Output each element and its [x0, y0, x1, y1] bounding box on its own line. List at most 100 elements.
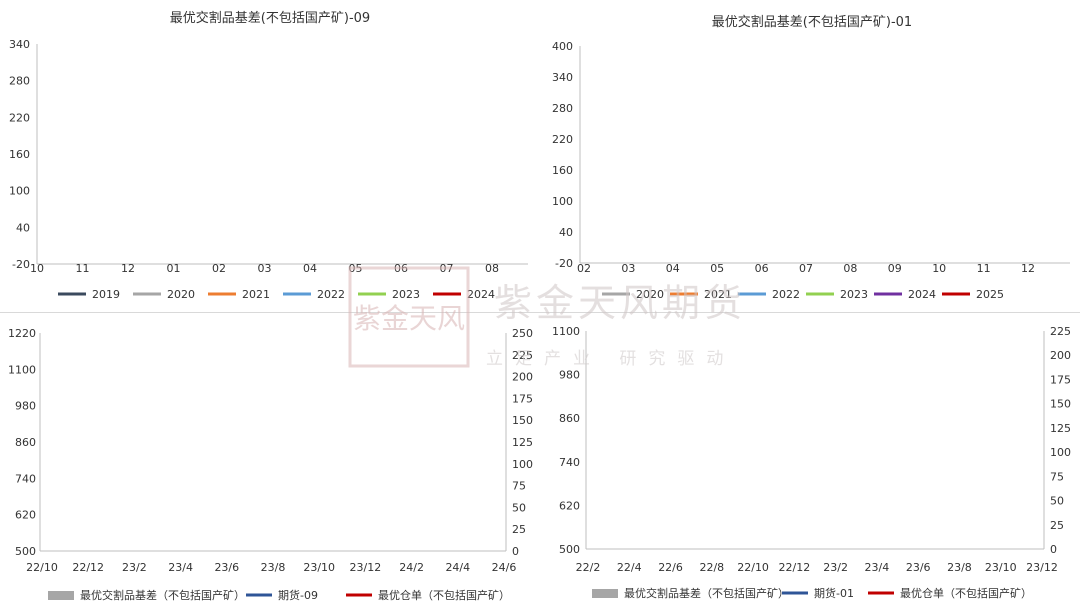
chart-bottom-right-svg: 1100980860740620500225200175150125100755… [552, 325, 1071, 600]
x-tick-label: 23/2 [823, 561, 848, 574]
legend-label: 2024 [908, 288, 936, 301]
y-tick-label: 100 [552, 195, 573, 208]
y-tick-label: 340 [9, 38, 30, 51]
y-tick-label: 25 [1050, 519, 1064, 532]
x-tick-label: 03 [258, 262, 272, 275]
y-tick-label: 175 [512, 392, 533, 405]
y-tick-label: 980 [15, 400, 36, 413]
x-tick-label: 22/8 [699, 561, 724, 574]
x-tick-label: 23/10 [303, 561, 335, 574]
y-tick-label: 25 [512, 523, 526, 536]
x-tick-label: 12 [121, 262, 135, 275]
x-tick-label: 08 [843, 262, 857, 275]
y-tick-label: 175 [1050, 373, 1071, 386]
chart-title: 最优交割品基差(不包括国产矿)-09 [170, 10, 370, 26]
x-tick-label: 24/2 [399, 561, 424, 574]
y-tick-label: 100 [9, 185, 30, 198]
x-tick-label: 07 [440, 262, 454, 275]
y-tick-label: 100 [1050, 446, 1071, 459]
legend-label: 2021 [704, 288, 732, 301]
x-tick-label: 06 [755, 262, 769, 275]
x-tick-label: 04 [666, 262, 680, 275]
y-tick-label: -20 [12, 258, 30, 271]
x-tick-label: 09 [888, 262, 902, 275]
legend-label: 最优交割品基差（不包括国产矿） [80, 588, 245, 602]
x-tick-label: 23/8 [947, 561, 972, 574]
legend-label: 2020 [636, 288, 664, 301]
x-tick-label: 02 [577, 262, 591, 275]
y-tick-label: -20 [555, 257, 573, 270]
x-tick-label: 05 [349, 262, 363, 275]
x-tick-label: 23/4 [168, 561, 193, 574]
x-tick-label: 02 [212, 262, 226, 275]
legend-label: 2020 [167, 288, 195, 301]
y-tick-label: 100 [512, 458, 533, 471]
y-tick-label: 620 [559, 499, 580, 512]
y-tick-label: 160 [552, 164, 573, 177]
y-tick-label: 220 [9, 111, 30, 124]
chart-bottom-left: 1220 1100 980 860 740 620 500 250 225 200 175 150 12… [0, 315, 540, 614]
x-tick-label: 11 [977, 262, 991, 275]
x-tick-label: 04 [303, 262, 317, 275]
y-tick-label: 50 [1050, 495, 1064, 508]
y-tick-label: 0 [512, 545, 519, 558]
x-tick-label: 22/2 [576, 561, 601, 574]
x-tick-label: 23/10 [985, 561, 1017, 574]
legend-label: 2023 [392, 288, 420, 301]
x-tick-label: 23/12 [1026, 561, 1058, 574]
y-tick-label: 125 [512, 436, 533, 449]
x-tick-label: 01 [167, 262, 181, 275]
x-tick-label: 24/4 [445, 561, 470, 574]
y-tick-label: 0 [1050, 543, 1057, 556]
legend-label: 2019 [92, 288, 120, 301]
y-tick-label: 980 [559, 369, 580, 382]
y-tick-label: 150 [512, 414, 533, 427]
x-tick-label: 06 [394, 262, 408, 275]
y-tick-label: 220 [552, 133, 573, 146]
y-tick-label: 160 [9, 148, 30, 161]
y-tick-label: 860 [559, 412, 580, 425]
chart-bottom-left-svg: 1220110098086074062050025022520017515012… [8, 327, 533, 602]
legend-label: 2023 [840, 288, 868, 301]
y-tick-label: 250 [512, 327, 533, 340]
x-tick-label: 22/6 [658, 561, 683, 574]
y-tick-label: 75 [1050, 470, 1064, 483]
chart-title: 最优交割品基差(不包括国产矿)-01 [712, 14, 912, 30]
y-tick-label: 225 [1050, 325, 1071, 338]
x-tick-label: 23/12 [350, 561, 382, 574]
x-tick-label: 10 [30, 262, 44, 275]
legend-label: 期货-01 [814, 586, 854, 600]
y-tick-label: 1100 [552, 325, 580, 338]
chart-top-left: 最优交割品基差(不包括国产矿)-09 340 280 220 160 100 40 -20 1… [0, 0, 540, 310]
x-tick-label: 23/6 [906, 561, 931, 574]
horizontal-divider [0, 312, 1080, 313]
y-tick-label: 740 [15, 472, 36, 485]
chart-top-right: 最优交割品基差(不包括国产矿)-01 400 340 280 220 160 100 40 -… [540, 0, 1080, 310]
x-tick-label: 23/2 [122, 561, 147, 574]
x-tick-label: 22/4 [617, 561, 642, 574]
x-tick-label: 11 [76, 262, 90, 275]
y-tick-label: 1220 [8, 327, 36, 340]
x-tick-label: 22/12 [72, 561, 104, 574]
y-tick-label: 40 [559, 226, 573, 239]
y-tick-label: 75 [512, 480, 526, 493]
legend-label: 2024 [467, 288, 495, 301]
x-tick-label: 23/8 [261, 561, 286, 574]
y-tick-label: 620 [15, 509, 36, 522]
x-tick-label: 22/12 [779, 561, 811, 574]
x-tick-label: 10 [932, 262, 946, 275]
y-tick-label: 40 [16, 221, 30, 234]
x-tick-label: 07 [799, 262, 813, 275]
legend-label: 2025 [976, 288, 1004, 301]
legend-label: 最优仓单（不包括国产矿） [378, 588, 510, 602]
y-tick-label: 280 [9, 75, 30, 88]
x-tick-label: 22/10 [737, 561, 769, 574]
legend-label: 最优仓单（不包括国产矿） [900, 586, 1032, 600]
y-tick-label: 150 [1050, 398, 1071, 411]
chart-top-right-svg: 最优交割品基差(不包括国产矿)-01 400 340 280 220 160 100 40 -… [552, 14, 1070, 301]
y-tick-label: 200 [1050, 349, 1071, 362]
y-tick-label: 500 [15, 545, 36, 558]
x-tick-label: 23/6 [214, 561, 239, 574]
legend-swatch [48, 591, 74, 600]
